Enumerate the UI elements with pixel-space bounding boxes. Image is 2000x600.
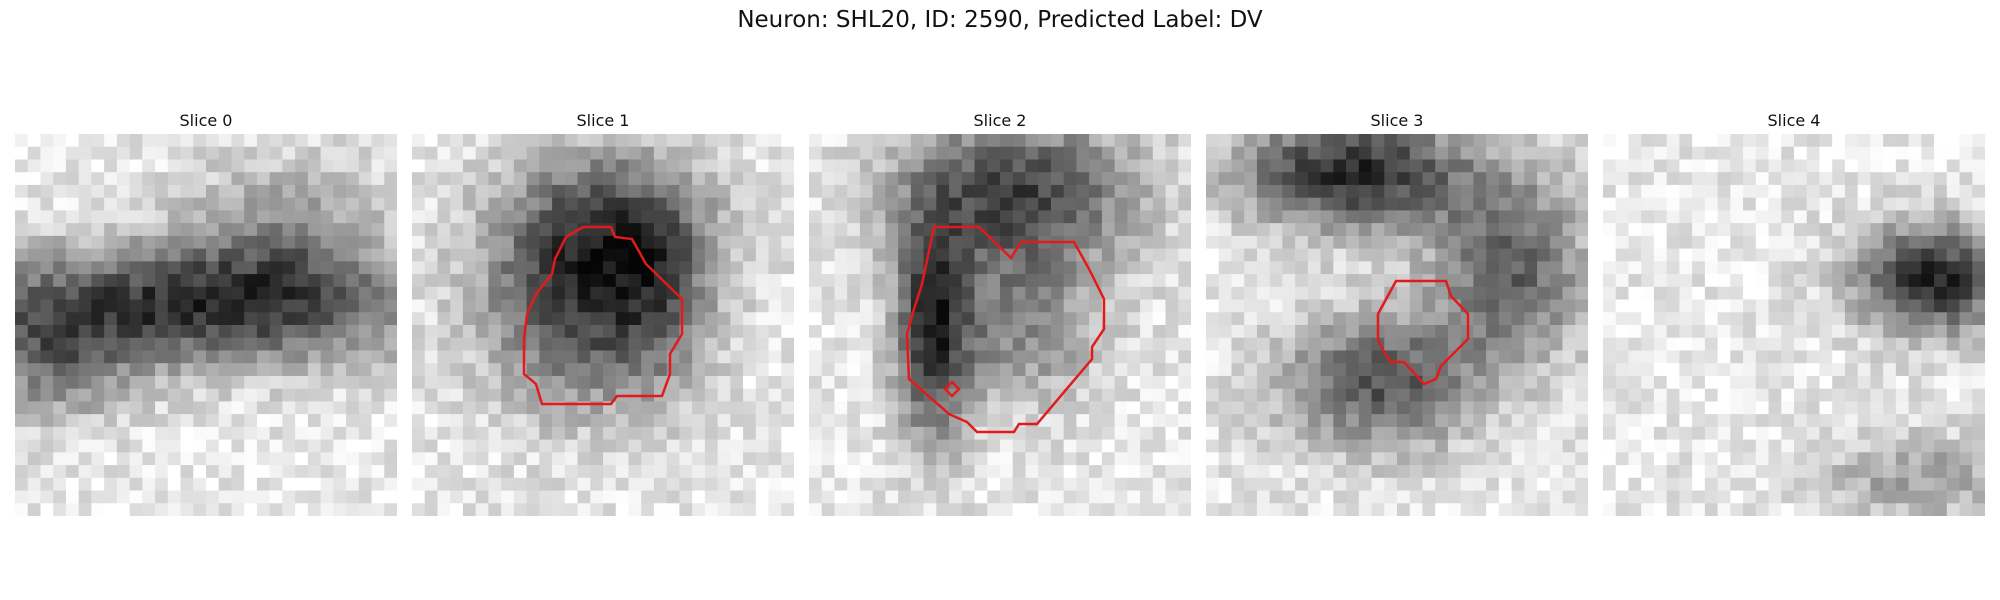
slice-title-2: Slice 2	[973, 111, 1027, 130]
slice-image-1	[412, 134, 794, 516]
slice-pixels-0	[15, 134, 397, 516]
slice-image-4	[1603, 134, 1985, 516]
roi-contour-3	[1376, 279, 1470, 386]
slice-title-1: Slice 1	[576, 111, 630, 130]
slice-pixels-1	[412, 134, 794, 516]
roi-contour-2-small	[943, 380, 961, 398]
slice-panel-4: Slice 4	[1603, 108, 1985, 516]
slice-image-2	[809, 134, 1191, 516]
slice-panel-0: Slice 0	[15, 108, 397, 516]
slice-image-3	[1206, 134, 1588, 516]
slice-pixels-2	[809, 134, 1191, 516]
roi-contour-2	[905, 225, 1106, 434]
roi-contour-1	[522, 225, 684, 406]
figure-title: Neuron: SHL20, ID: 2590, Predicted Label…	[737, 7, 1263, 33]
slice-title-0: Slice 0	[179, 111, 233, 130]
slice-pixels-4	[1603, 134, 1985, 516]
slice-title-3: Slice 3	[1370, 111, 1424, 130]
slice-title-4: Slice 4	[1767, 111, 1821, 130]
slice-panel-2: Slice 2	[809, 108, 1191, 516]
slice-pixels-3	[1206, 134, 1588, 516]
slice-panel-1: Slice 1	[412, 108, 794, 516]
slice-image-0	[15, 134, 397, 516]
slice-panel-3: Slice 3	[1206, 108, 1588, 516]
